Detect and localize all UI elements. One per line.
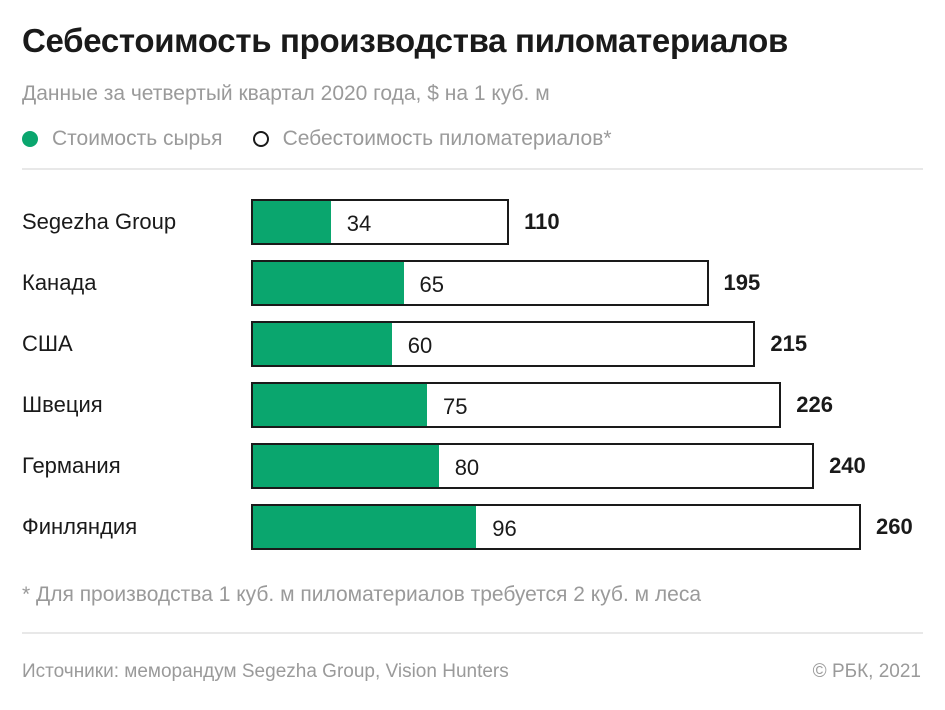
bar-row: Segezha Group 34 110 <box>0 199 945 245</box>
copyright: © РБК, 2021 <box>812 661 921 682</box>
total-bar: 75 <box>251 382 782 428</box>
raw-bar <box>253 445 439 487</box>
category-label: Германия <box>22 453 121 478</box>
divider <box>22 168 923 170</box>
raw-bar <box>253 384 427 426</box>
total-bar: 65 <box>251 260 709 306</box>
source: Источники: меморандум Segezha Group, Vis… <box>22 661 509 682</box>
total-value-label: 110 <box>524 209 560 234</box>
category-label: США <box>22 331 73 356</box>
raw-bar <box>253 323 392 365</box>
total-bar: 96 <box>251 504 861 550</box>
legend-label: Стоимость сырья <box>52 127 223 150</box>
raw-value-label: 75 <box>442 394 468 419</box>
bar-row: Швеция 75 226 <box>0 382 945 428</box>
raw-bar <box>253 262 404 304</box>
raw-value-label: 60 <box>407 333 433 358</box>
outlined-circle-icon <box>252 131 269 147</box>
raw-value-label: 80 <box>454 455 480 480</box>
total-value-label: 226 <box>796 392 833 417</box>
legend: Стоимость сырья Себестоимость пиломатери… <box>22 127 642 151</box>
total-value-label: 260 <box>876 514 913 539</box>
total-value-label: 195 <box>723 270 761 295</box>
bar-row: США 60 215 <box>0 321 945 367</box>
filled-circle-icon <box>22 131 38 147</box>
raw-bar <box>253 506 477 548</box>
category-label: Швеция <box>22 392 103 417</box>
category-label: Канада <box>22 270 97 295</box>
raw-value-label: 34 <box>346 211 372 236</box>
raw-value-label: 96 <box>492 516 517 541</box>
legend-label: Себестоимость пиломатериалов* <box>282 127 612 150</box>
legend-item-total: Себестоимость пиломатериалов* <box>252 127 612 151</box>
raw-value-label: 65 <box>419 272 444 297</box>
bar-row: Финляндия 96 260 <box>0 504 945 550</box>
bar-row: Канада 65 195 <box>0 260 945 306</box>
total-value-label: 215 <box>770 331 808 356</box>
chart-subtitle: Данные за четвертый квартал 2020 года, $… <box>22 82 550 105</box>
total-bar: 60 <box>251 321 756 367</box>
footnote: * Для производства 1 куб. м пиломатериал… <box>22 583 701 606</box>
chart-title: Себестоимость производства пиломатериало… <box>22 22 788 59</box>
total-bar: 80 <box>251 443 815 489</box>
bar-row: Германия 80 240 <box>0 443 945 489</box>
raw-bar <box>253 201 331 243</box>
category-label: Финляндия <box>22 514 138 539</box>
category-label: Segezha Group <box>22 209 177 234</box>
legend-item-raw: Стоимость сырья <box>22 127 223 151</box>
total-value-label: 240 <box>829 453 866 478</box>
total-bar: 34 <box>251 199 510 245</box>
divider <box>22 632 923 634</box>
